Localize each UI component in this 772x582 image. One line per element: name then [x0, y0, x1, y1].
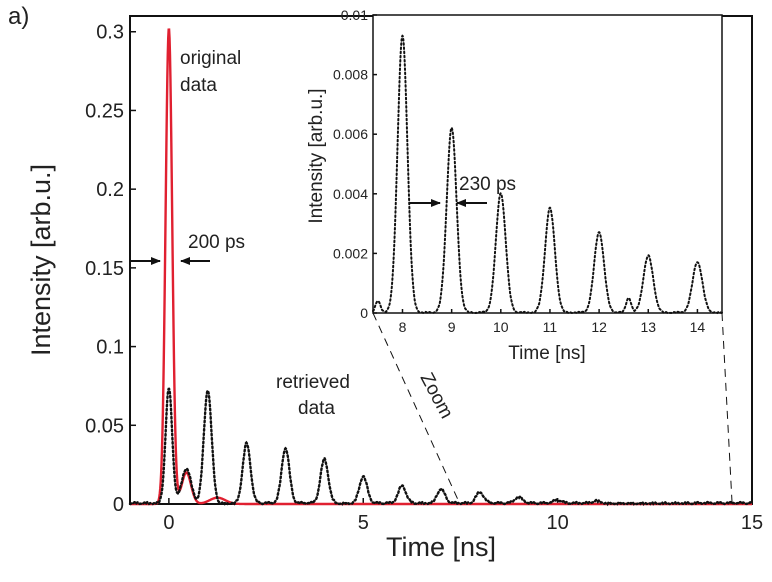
main-plot: 0 5 10 15 0 0.05 0.1 0.15 0.2 0.25 0.3 Time [ns] I…	[26, 15, 763, 562]
inset-series	[372, 34, 723, 315]
inset-y-tick-label: 0.006	[333, 126, 368, 142]
zoom-guide-left	[372, 312, 460, 503]
inset-x-axis-label: Time [ns]	[508, 343, 585, 364]
inset-x-tick-label: 13	[640, 319, 656, 335]
main-series	[128, 28, 754, 507]
main-x-tick-label: 0	[163, 512, 174, 534]
inset-y-tick-label: 0.002	[333, 245, 368, 261]
main-y-tick-label: 0.3	[96, 22, 124, 44]
inset-x-tick-label: 8	[399, 319, 407, 335]
main-y-tick-label: 0.25	[85, 100, 124, 122]
main-x-tick-label: 15	[741, 512, 763, 534]
panel-label: a)	[8, 3, 29, 30]
inset-y-tick-label: 0.004	[333, 186, 368, 202]
inset-y-tick-label: 0.01	[341, 7, 368, 23]
main-x-tick-label: 10	[547, 512, 569, 534]
annotation-zoom: Zoom	[416, 369, 457, 422]
annotation-230ps: 230 ps	[410, 174, 516, 207]
inset-series-retrieved-line	[372, 34, 723, 315]
inset-background	[373, 15, 722, 313]
annotation-200ps-label: 200 ps	[188, 232, 245, 253]
annotation-retrieved-line1: retrieved	[276, 372, 350, 393]
inset-y-tick-label: 0.008	[333, 67, 368, 83]
inset-plot-frame	[372, 14, 723, 314]
inset-y-axis-label: Intensity [arb.u.]	[306, 88, 327, 223]
main-y-tick-label: 0	[113, 494, 124, 516]
main-y-axis-label: Intensity [arb.u.]	[26, 164, 56, 356]
inset-x-tick-label: 11	[543, 319, 558, 335]
annotation-200ps: 200 ps	[130, 232, 245, 265]
inset-x-tick-label: 9	[448, 319, 456, 335]
inset-x-tick-label: 14	[690, 319, 706, 335]
annotation-original-data: original data	[180, 48, 241, 96]
annotation-retrieved-data: retrieved data	[276, 372, 350, 419]
main-y-tick-label: 0.2	[96, 179, 124, 201]
zoom-guide-right	[721, 312, 733, 503]
annotation-original-line1: original	[180, 48, 241, 69]
main-y-tick-label: 0.1	[96, 337, 124, 359]
inset-x-tick-label: 12	[591, 319, 607, 335]
annotation-original-line2: data	[180, 75, 217, 96]
main-y-tick-label: 0.05	[85, 415, 124, 437]
annotation-230ps-label: 230 ps	[459, 174, 516, 195]
annotation-retrieved-line2: data	[298, 398, 335, 419]
inset-y-tick-label: 0	[360, 305, 368, 321]
main-series-retrieved-line	[128, 387, 754, 507]
inset-ticks: 8 9 10 11 12 13 14 0 0.002 0.004 0.006 0.008 0.01	[333, 7, 705, 335]
main-x-axis-label: Time [ns]	[386, 532, 496, 562]
main-x-tick-label: 5	[358, 512, 369, 534]
inset-plot: 8 9 10 11 12 13 14 0 0.002 0.004 0.006 0.008 0.01 Ti…	[306, 7, 723, 364]
main-y-tick-label: 0.15	[85, 258, 124, 280]
inset-x-tick-label: 10	[493, 319, 509, 335]
main-ticks: 0 5 10 15 0 0.05 0.1 0.15 0.2 0.25 0.3	[85, 22, 763, 534]
